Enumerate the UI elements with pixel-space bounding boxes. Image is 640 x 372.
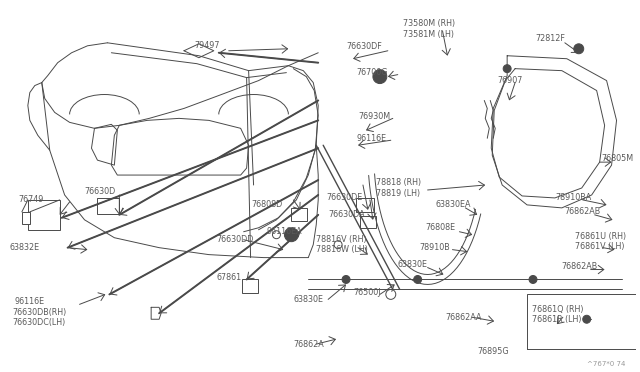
Text: 79497: 79497	[194, 41, 220, 50]
Text: 78910B: 78910B	[420, 243, 451, 252]
Circle shape	[574, 44, 584, 54]
Text: ^767*0 74: ^767*0 74	[587, 361, 625, 367]
Text: 76630DB(RH)
76630DC(LH): 76630DB(RH) 76630DC(LH)	[12, 308, 66, 327]
Bar	[28, 200, 60, 230]
Text: 76500J: 76500J	[353, 288, 381, 297]
Text: 76808D: 76808D	[252, 201, 283, 209]
Text: 76862AB: 76862AB	[565, 207, 601, 217]
Circle shape	[284, 228, 298, 242]
Text: 63830EA: 63830EA	[436, 201, 471, 209]
Text: 67861: 67861	[217, 273, 242, 282]
Text: 76630DF: 76630DF	[346, 42, 382, 51]
Circle shape	[583, 315, 591, 323]
Circle shape	[373, 70, 387, 84]
Text: 96116E: 96116E	[356, 134, 386, 143]
Bar	[356, 198, 374, 212]
Bar	[527, 294, 640, 349]
Circle shape	[342, 276, 350, 283]
Circle shape	[413, 276, 422, 283]
Text: 76808E: 76808E	[426, 223, 456, 232]
Bar	[97, 198, 119, 214]
Text: 76630DA: 76630DA	[328, 210, 365, 219]
Text: 76862A: 76862A	[293, 340, 324, 349]
Text: 76862AB: 76862AB	[562, 262, 598, 271]
Text: 78816V (RH)
78816W (LH): 78816V (RH) 78816W (LH)	[316, 235, 368, 254]
Text: 63832E: 63832E	[10, 243, 40, 252]
Text: 76861Q (RH)
76861R (LH): 76861Q (RH) 76861R (LH)	[532, 305, 584, 324]
Bar	[22, 212, 30, 224]
Text: 76805M: 76805M	[602, 154, 634, 163]
Text: 76630D: 76630D	[84, 187, 116, 196]
Text: 76630DE: 76630DE	[326, 193, 362, 202]
Bar	[360, 216, 376, 228]
Text: 76749: 76749	[18, 195, 44, 205]
Bar	[291, 208, 307, 221]
Text: 96116E: 96116E	[15, 297, 45, 306]
Text: 76930M: 76930M	[358, 112, 390, 121]
Text: 96116EA: 96116EA	[266, 227, 302, 236]
Text: 76700G: 76700G	[356, 68, 387, 77]
Text: 76862AA: 76862AA	[445, 313, 482, 322]
Text: 76630DD: 76630DD	[217, 235, 254, 244]
Text: 76861U (RH)
76861V (LH): 76861U (RH) 76861V (LH)	[575, 232, 626, 251]
Circle shape	[503, 65, 511, 73]
Bar	[242, 279, 257, 294]
Text: 72812F: 72812F	[535, 34, 565, 43]
Text: 78910BA: 78910BA	[555, 193, 591, 202]
Text: 76907: 76907	[497, 76, 523, 85]
Text: 76895G: 76895G	[477, 347, 509, 356]
Text: 63830E: 63830E	[398, 260, 428, 269]
Text: 73580M (RH)
73581M (LH): 73580M (RH) 73581M (LH)	[403, 19, 455, 39]
Text: 63830E: 63830E	[293, 295, 323, 304]
Text: 78818 (RH)
78819 (LH): 78818 (RH) 78819 (LH)	[376, 178, 421, 198]
Circle shape	[529, 276, 537, 283]
